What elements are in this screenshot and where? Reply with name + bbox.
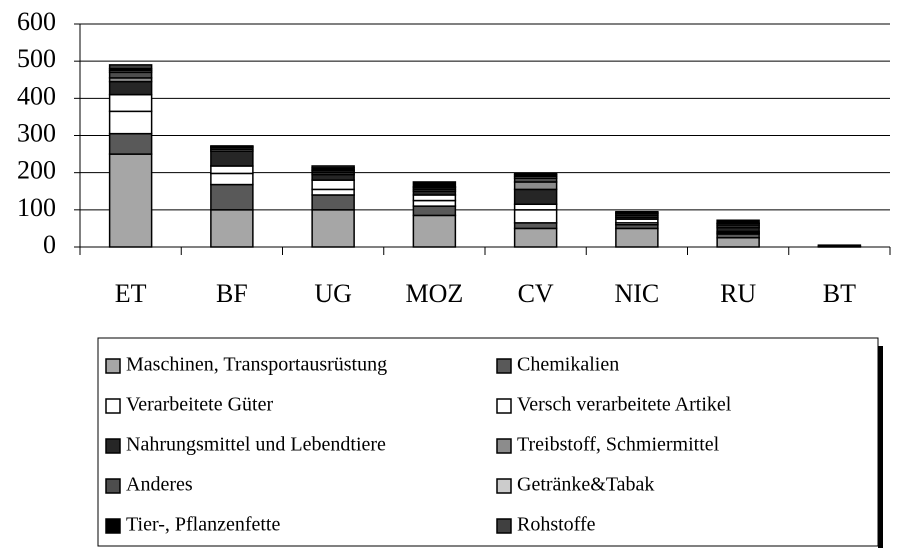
- bar-segment: [210, 172, 254, 186]
- bar-segment: [210, 150, 254, 167]
- bar-segment: [716, 219, 760, 224]
- bar-segment: [513, 172, 558, 176]
- x-tick-label: BF: [216, 279, 248, 308]
- bar-segment: [513, 203, 558, 211]
- legend-label: Maschinen, Transportausrüstung: [126, 354, 387, 376]
- bar-segment: [210, 209, 254, 248]
- legend-label: Rohstoffe: [517, 514, 596, 536]
- legend-swatch: [105, 518, 121, 534]
- legend-swatch: [105, 398, 121, 414]
- legend-swatch: [496, 478, 512, 494]
- bar-segment: [311, 194, 355, 211]
- legend-swatch: [105, 478, 121, 494]
- bar-segment: [615, 227, 659, 248]
- x-tick-label: BT: [823, 279, 856, 308]
- bar-segment: [108, 153, 153, 248]
- bar-segment: [513, 188, 558, 206]
- x-tick-label: RU: [720, 279, 756, 308]
- legend-label: Verarbeitete Güter: [126, 394, 273, 416]
- legend-label: Anderes: [126, 474, 193, 496]
- bar-segment: [210, 165, 254, 175]
- bar-segment: [311, 209, 355, 248]
- y-tick-label: 600: [17, 7, 56, 36]
- legend-swatch: [105, 358, 121, 374]
- y-tick-label: 200: [17, 156, 56, 185]
- bar-segment: [108, 93, 153, 113]
- bar-segment: [513, 181, 558, 191]
- bar-segment: [412, 199, 457, 207]
- bar-segment: [412, 181, 457, 188]
- legend-box: [97, 337, 879, 547]
- legend-label: Versch verarbeitete Artikel: [517, 394, 732, 416]
- y-tick-label: 0: [43, 230, 56, 259]
- bar-segment: [108, 80, 153, 96]
- legend-swatch: [496, 438, 512, 454]
- legend-label: Treibstoff, Schmiermittel: [517, 434, 720, 456]
- x-tick-label: NIC: [614, 279, 659, 308]
- bar-segment: [412, 214, 457, 248]
- legend-swatch: [496, 398, 512, 414]
- x-tick-label: CV: [518, 279, 554, 308]
- legend-label: Tier-, Pflanzenfette: [126, 514, 280, 536]
- bar-segment: [108, 110, 153, 135]
- bar-segment: [513, 209, 558, 224]
- legend-label: Getränke&Tabak: [517, 474, 654, 496]
- bar-segment: [716, 236, 760, 248]
- bar-segment: [210, 183, 254, 211]
- x-tick-label: MOZ: [405, 279, 463, 308]
- legend-label: Nahrungsmittel und Lebendtiere: [126, 434, 386, 456]
- bar-segment: [210, 145, 254, 148]
- bar-segment: [615, 210, 659, 214]
- bar-segment: [108, 71, 153, 79]
- bar-segment: [311, 173, 355, 181]
- y-tick-label: 500: [17, 44, 56, 73]
- legend-swatch: [496, 358, 512, 374]
- bar-segment: [817, 244, 862, 248]
- y-tick-label: 400: [17, 81, 56, 110]
- legend-label: Chemikalien: [517, 354, 619, 376]
- y-tick-label: 100: [17, 193, 56, 222]
- legend-shadow: [878, 346, 883, 548]
- bar-segment: [108, 132, 153, 155]
- bar-segment: [513, 222, 558, 230]
- legend-swatch: [105, 438, 121, 454]
- bar-segment: [311, 165, 355, 169]
- bar-segment: [311, 179, 355, 191]
- x-tick-label: ET: [115, 279, 147, 308]
- x-tick-label: UG: [314, 279, 352, 308]
- bar-segment: [412, 194, 457, 202]
- bar-segment: [513, 227, 558, 248]
- y-tick-label: 300: [17, 118, 56, 147]
- bar-segment: [108, 64, 153, 70]
- bar-segment: [412, 205, 457, 217]
- bar-segment: [311, 188, 355, 196]
- legend-swatch: [496, 518, 512, 534]
